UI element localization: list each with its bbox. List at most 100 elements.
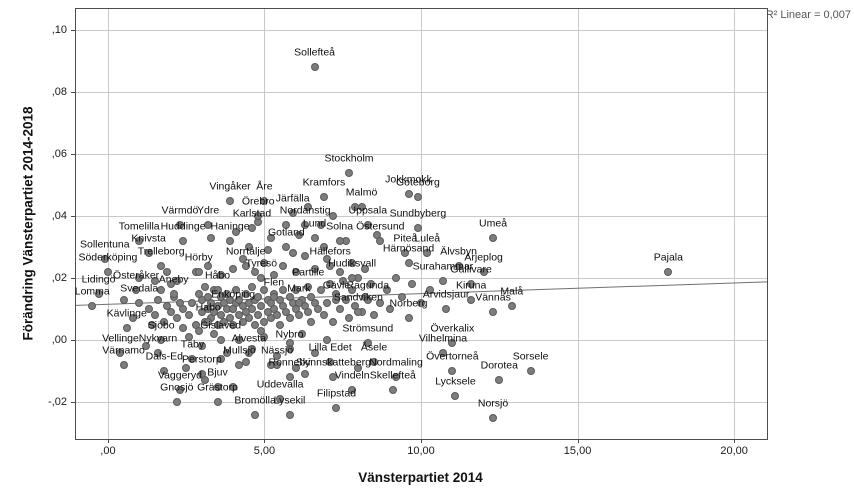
data-point	[319, 311, 328, 320]
data-point	[204, 261, 213, 270]
point-label: Strömsund	[342, 322, 394, 335]
data-point	[329, 212, 338, 221]
data-point	[310, 63, 319, 72]
data-point	[226, 196, 235, 205]
data-point	[335, 267, 344, 276]
data-point	[413, 224, 422, 233]
data-point	[235, 360, 244, 369]
point-label: Gävle	[322, 279, 351, 292]
point-label: Karlstad	[232, 207, 272, 220]
data-point	[197, 370, 206, 379]
point-label: Norberg	[389, 297, 428, 310]
data-point	[407, 280, 416, 289]
point-label: Härnösand	[382, 242, 435, 255]
x-tick-label: 10,00	[407, 445, 435, 457]
y-tick-label: ,06	[51, 148, 67, 161]
data-point	[354, 364, 363, 372]
point-label: Sundbyberg	[389, 207, 447, 220]
point-label: Malå	[500, 285, 524, 298]
data-point	[188, 298, 197, 307]
data-point	[363, 295, 372, 304]
data-point	[172, 277, 181, 286]
x-tick-label: 15,00	[563, 445, 592, 457]
data-point	[310, 348, 319, 357]
data-point	[266, 233, 275, 242]
point-label: Filipstad	[316, 387, 357, 400]
x-tick-mark	[107, 439, 109, 443]
data-point	[479, 267, 488, 276]
x-tick-label: 20,00	[720, 445, 748, 457]
data-point	[298, 329, 307, 338]
point-label: Haninge	[210, 220, 250, 233]
data-point	[175, 385, 184, 394]
data-point	[216, 354, 225, 363]
data-point	[363, 221, 372, 230]
data-point	[260, 196, 269, 205]
point-label: Bromölla	[234, 393, 276, 406]
data-point	[307, 317, 316, 326]
point-label: Kramfors	[302, 176, 346, 189]
point-label: Grästorp	[197, 381, 238, 394]
data-point	[438, 277, 447, 286]
x-tick-label: ,00	[100, 445, 116, 457]
data-point	[200, 376, 209, 385]
data-point	[332, 404, 341, 413]
data-point	[213, 382, 222, 391]
data-point	[285, 345, 294, 354]
data-point	[329, 317, 338, 326]
data-point	[423, 249, 432, 258]
point-label: Huddinge	[160, 220, 206, 233]
y-tick-mark	[71, 340, 76, 342]
point-label: Arvidsjaur	[422, 288, 470, 301]
data-point	[326, 357, 335, 366]
data-point	[241, 289, 250, 298]
data-point	[294, 311, 303, 320]
data-point	[157, 286, 166, 295]
data-point	[507, 302, 516, 310]
point-label: Nordanstig	[279, 204, 331, 217]
data-point	[326, 280, 335, 289]
point-label: Örebro	[241, 195, 275, 208]
y-tick-label: ,08	[51, 86, 67, 99]
data-point	[247, 283, 256, 292]
data-point	[376, 298, 385, 307]
y-tick-label: -,02	[48, 396, 67, 409]
y-tick-mark	[71, 92, 76, 94]
data-point	[160, 317, 169, 326]
point-label: Sjöbo	[147, 319, 175, 332]
data-point	[294, 230, 303, 239]
data-point	[316, 221, 325, 230]
data-point	[448, 367, 457, 376]
data-point	[391, 274, 400, 283]
data-point	[301, 221, 310, 230]
data-point	[204, 221, 213, 230]
point-label: Bjuv	[207, 366, 228, 379]
data-point	[448, 339, 457, 348]
data-point	[169, 289, 178, 298]
data-point	[119, 295, 128, 304]
data-point	[254, 311, 263, 320]
data-point	[276, 320, 285, 329]
data-point	[150, 311, 159, 320]
data-point	[329, 373, 338, 382]
data-point	[285, 314, 294, 323]
data-point	[269, 270, 278, 279]
point-label: Nykvarn	[138, 331, 178, 344]
data-point	[119, 360, 128, 369]
data-point	[260, 258, 269, 267]
data-point	[417, 298, 426, 307]
data-point	[413, 193, 422, 202]
data-point	[282, 221, 291, 230]
data-point	[116, 348, 125, 357]
data-point	[247, 224, 256, 233]
point-label: Solna	[326, 220, 354, 233]
data-point	[251, 267, 260, 276]
data-point	[122, 323, 131, 332]
data-point	[273, 351, 281, 360]
data-point	[404, 314, 413, 323]
data-point	[489, 308, 498, 317]
point-label: Värnamo	[102, 344, 145, 357]
data-point	[398, 292, 407, 301]
point-label: Uppsala	[348, 204, 388, 217]
y-tick-mark	[71, 216, 76, 218]
